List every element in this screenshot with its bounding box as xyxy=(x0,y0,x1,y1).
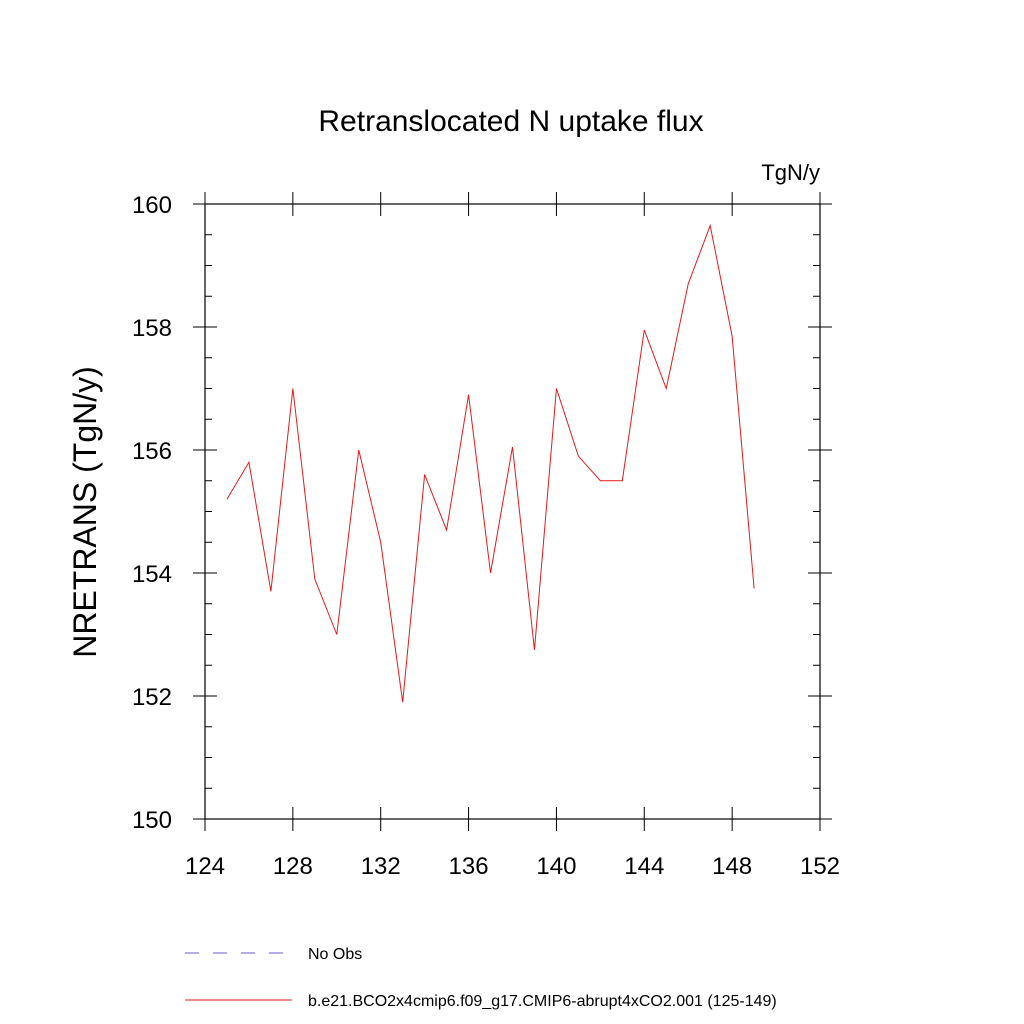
y-tick-labels: 150 152 154 156 158 160 xyxy=(132,192,172,834)
x-tick-label: 124 xyxy=(185,853,225,880)
y-tick-label: 158 xyxy=(132,315,172,342)
y-tick-label: 152 xyxy=(132,684,172,711)
legend-label-model-run: b.e21.BCO2x4cmip6.f09_g17.CMIP6-abrupt4x… xyxy=(308,993,777,1010)
y-tick-label: 154 xyxy=(132,561,172,588)
x-tick-label: 128 xyxy=(273,853,313,880)
plot-frame xyxy=(204,203,821,820)
y-axis-label: NRETRANS (TgN/y) xyxy=(67,366,103,658)
x-tick-label: 152 xyxy=(800,853,840,880)
y-tick-label: 156 xyxy=(132,438,172,465)
x-tick-label: 140 xyxy=(536,853,576,880)
x-tick-label: 132 xyxy=(361,853,401,880)
y-tick-label: 150 xyxy=(132,807,172,834)
x-tick-labels: 124 128 132 136 140 144 148 152 xyxy=(185,853,840,880)
x-tick-label: 148 xyxy=(712,853,752,880)
series-line xyxy=(226,223,755,703)
y-tick-label: 160 xyxy=(132,192,172,219)
chart-title: Retranslocated N uptake flux xyxy=(318,105,703,138)
legend: No Obs b.e21.BCO2x4cmip6.f09_g17.CMIP6-a… xyxy=(185,946,777,1010)
units-label: TgN/y xyxy=(761,160,820,185)
x-tick-label: 144 xyxy=(624,853,664,880)
legend-label-no-obs: No Obs xyxy=(308,946,362,963)
data-series xyxy=(226,223,755,703)
x-tick-label: 136 xyxy=(449,853,489,880)
axis-ticks xyxy=(193,192,832,831)
